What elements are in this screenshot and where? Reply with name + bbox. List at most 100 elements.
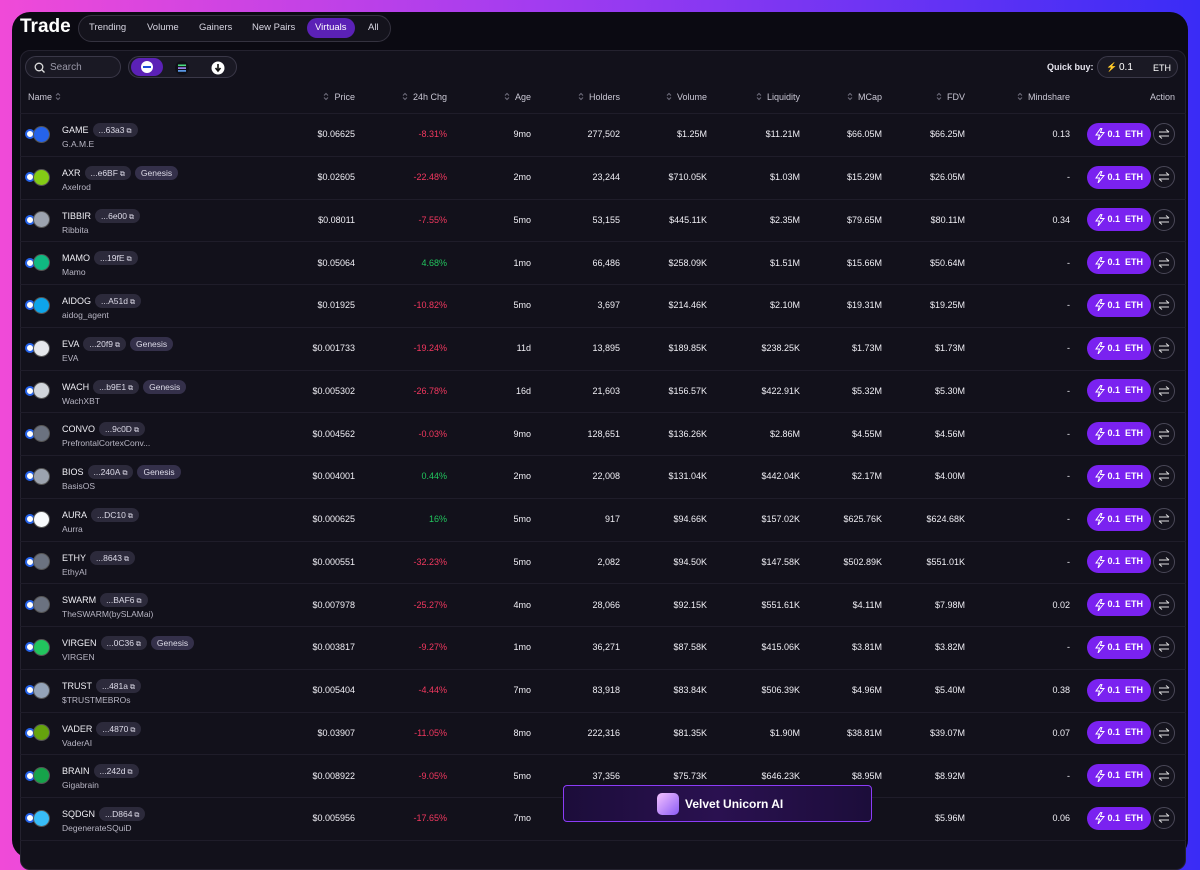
- column-header[interactable]: Liquidity: [756, 92, 800, 102]
- buy-button[interactable]: 0.1 ETH: [1087, 593, 1151, 617]
- change-cell: -17.65%: [413, 813, 447, 824]
- bolt-icon: [1095, 641, 1105, 654]
- tab[interactable]: Gainers: [199, 22, 233, 33]
- swap-button[interactable]: [1153, 337, 1175, 360]
- address-pill[interactable]: ...481a ⧉: [96, 678, 141, 693]
- column-label: Liquidity: [766, 92, 800, 102]
- swap-icon: [1158, 172, 1170, 183]
- column-header[interactable]: FDV: [936, 92, 965, 102]
- quick-buy-input[interactable]: ⚡ 0.1 ETH: [1097, 56, 1178, 78]
- column-header[interactable]: MCap: [847, 92, 882, 102]
- buy-button[interactable]: 0.1 ETH: [1087, 721, 1151, 745]
- bolt-icon: [1095, 384, 1105, 397]
- buy-button[interactable]: 0.1 ETH: [1087, 678, 1151, 702]
- buy-button[interactable]: 0.1 ETH: [1087, 251, 1151, 275]
- swap-button[interactable]: [1153, 208, 1175, 231]
- swap-button[interactable]: [1153, 379, 1175, 402]
- buy-button[interactable]: 0.1 ETH: [1087, 336, 1151, 360]
- buy-button[interactable]: 0.1 ETH: [1087, 464, 1151, 488]
- swap-button[interactable]: [1153, 123, 1175, 146]
- tab[interactable]: New Pairs: [252, 22, 296, 33]
- change-cell: -9.05%: [418, 770, 447, 781]
- address-pill[interactable]: ...6e00 ⧉: [95, 208, 141, 223]
- column-header[interactable]: Name: [28, 92, 66, 102]
- address-pill[interactable]: ...A51d ⧉: [95, 294, 141, 308]
- buy-currency: ETH: [1125, 214, 1143, 225]
- buy-button[interactable]: 0.1 ETH: [1087, 550, 1151, 574]
- swap-icon: [1158, 685, 1170, 696]
- swap-button[interactable]: [1153, 550, 1175, 573]
- address-pill[interactable]: ...20f9 ⧉: [83, 336, 126, 351]
- buy-button[interactable]: 0.1 ETH: [1087, 635, 1151, 659]
- buy-button[interactable]: 0.1 ETH: [1087, 422, 1151, 446]
- buy-button[interactable]: 0.1 ETH: [1087, 507, 1151, 531]
- address-pill[interactable]: ...9c0D ⧉: [99, 422, 145, 437]
- holders-cell: 13,895: [592, 343, 620, 354]
- address-pill[interactable]: ...DC10 ⧉: [91, 507, 139, 522]
- tab[interactable]: Trending: [89, 22, 127, 33]
- tag-pill: Genesis: [137, 465, 181, 479]
- swap-button[interactable]: [1153, 422, 1175, 445]
- address-pill[interactable]: ...D864 ⧉: [99, 807, 146, 821]
- tab[interactable]: Virtuals: [307, 18, 355, 38]
- chain-base[interactable]: [131, 58, 163, 76]
- bolt-icon: [1095, 684, 1105, 697]
- buy-button[interactable]: 0.1 ETH: [1087, 208, 1151, 232]
- age-cell: 5mo: [513, 514, 531, 525]
- buy-button[interactable]: 0.1 ETH: [1087, 122, 1151, 146]
- swap-button[interactable]: [1153, 593, 1175, 616]
- swap-button[interactable]: [1153, 465, 1175, 488]
- price-cell: $0.000625: [312, 514, 355, 525]
- address-pill[interactable]: ...0C36 ⧉: [100, 636, 147, 650]
- other-chain-icon[interactable]: [211, 61, 225, 75]
- swap-button[interactable]: [1153, 807, 1175, 830]
- buy-button[interactable]: 0.1 ETH: [1087, 165, 1151, 189]
- change-cell: 0.44%: [421, 471, 447, 482]
- column-header[interactable]: Age: [504, 92, 531, 102]
- quick-buy-label: Quick buy:: [1047, 62, 1094, 72]
- address-pill[interactable]: ...19fE ⧉: [94, 251, 138, 266]
- swap-button[interactable]: [1153, 764, 1175, 787]
- address-pill[interactable]: ...e6BF ⧉: [84, 165, 131, 180]
- swap-button[interactable]: [1153, 636, 1175, 659]
- address-pill[interactable]: ...63a3 ⧉: [92, 123, 138, 137]
- swap-button[interactable]: [1153, 166, 1175, 189]
- swap-button[interactable]: [1153, 679, 1175, 702]
- search-box[interactable]: Search: [25, 56, 121, 78]
- column-header[interactable]: 24h Chg: [402, 92, 447, 102]
- swap-button[interactable]: [1153, 508, 1175, 531]
- address-pill[interactable]: ...4870 ⧉: [96, 721, 142, 736]
- buy-amount: 0.1: [1107, 513, 1120, 524]
- mindshare-cell: -: [1067, 642, 1070, 653]
- address-pill[interactable]: ...BAF6 ⧉: [100, 593, 148, 608]
- holders-cell: 917: [604, 514, 620, 525]
- token-avatar: [33, 211, 50, 229]
- column-header[interactable]: Price: [323, 92, 355, 102]
- mcap-cell: $79.65M: [846, 214, 882, 225]
- address-pill[interactable]: ...240A ⧉: [87, 465, 134, 479]
- address-pill[interactable]: ...8643 ⧉: [90, 550, 136, 565]
- swap-button[interactable]: [1153, 294, 1175, 317]
- holders-cell: 53,155: [592, 214, 620, 225]
- column-header[interactable]: Mindshare: [1017, 92, 1070, 102]
- tab[interactable]: Volume: [147, 22, 179, 33]
- column-header[interactable]: Holders: [578, 92, 620, 102]
- promo-banner[interactable]: Velvet Unicorn AI: [563, 785, 872, 822]
- solana-icon[interactable]: [175, 61, 189, 75]
- token-name: VaderAI: [62, 737, 93, 748]
- swap-button[interactable]: [1153, 251, 1175, 274]
- tab[interactable]: All: [368, 22, 379, 33]
- row-divider: [20, 198, 1186, 200]
- buy-button[interactable]: 0.1 ETH: [1087, 764, 1151, 788]
- swap-button[interactable]: [1153, 721, 1175, 744]
- buy-button[interactable]: 0.1 ETH: [1087, 293, 1151, 317]
- column-header[interactable]: Volume: [666, 92, 707, 102]
- address-pill[interactable]: ...b9E1 ⧉: [93, 379, 140, 394]
- buy-button[interactable]: 0.1 ETH: [1087, 806, 1151, 830]
- token-name: EVA: [62, 352, 79, 363]
- mindshare-cell: 0.34: [1052, 214, 1070, 225]
- buy-button[interactable]: 0.1 ETH: [1087, 379, 1151, 403]
- tag-pill: Genesis: [134, 165, 179, 180]
- token-name: G.A.M.E: [62, 139, 95, 149]
- address-pill[interactable]: ...242d ⧉: [93, 764, 139, 779]
